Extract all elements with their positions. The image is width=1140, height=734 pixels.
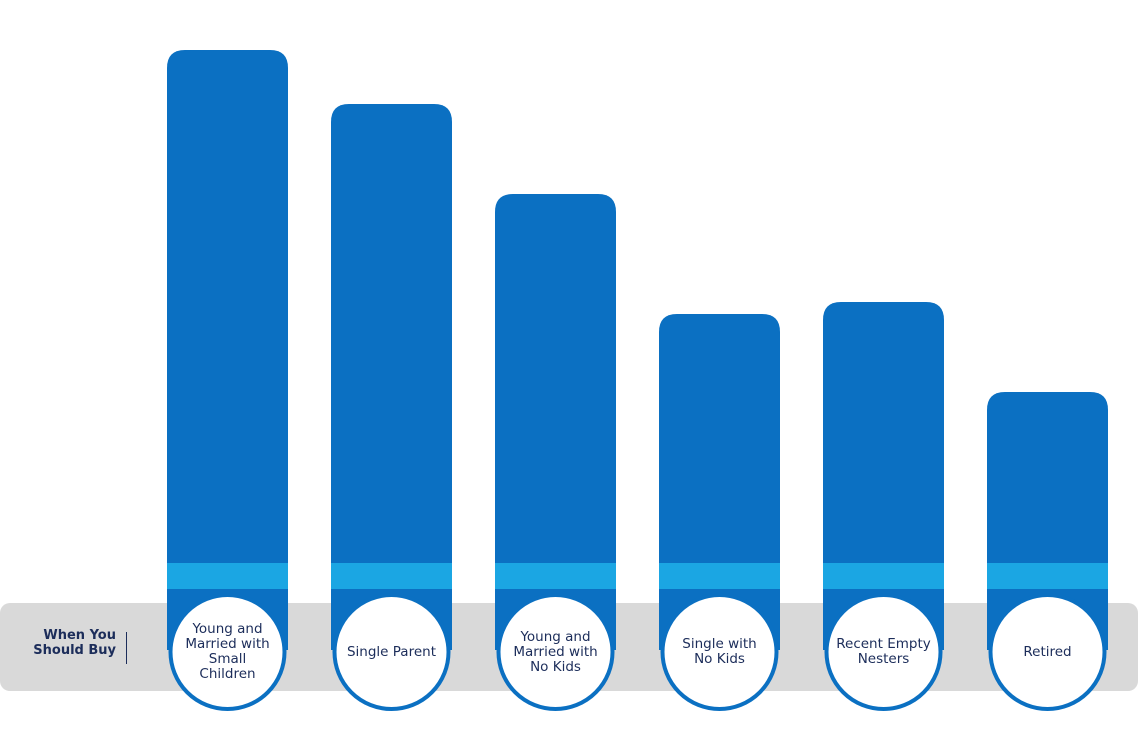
category-label: Single Parent [346, 643, 436, 660]
bar [495, 194, 616, 650]
category-label: Retired [1023, 643, 1072, 660]
category-label: Single with No Kids [682, 636, 757, 667]
category-label: Young and Married with No Kids [513, 628, 598, 675]
label-circle [824, 593, 943, 711]
category-label: Recent Empty Nesters [836, 636, 931, 667]
floor-strip [331, 563, 452, 589]
floor-strip [823, 563, 944, 589]
bar [331, 104, 452, 650]
label-circle [168, 593, 287, 711]
floor-strip [495, 563, 616, 589]
floor-strip [987, 563, 1108, 589]
category-label: Young and Married with Small Children [185, 621, 270, 682]
floor-strip [167, 563, 288, 589]
label-circle [660, 593, 779, 711]
separator [126, 632, 127, 664]
label-circle [988, 593, 1107, 711]
floor-strip [659, 563, 780, 589]
label-circle [496, 593, 615, 711]
label-circle [332, 593, 451, 711]
bar [167, 50, 288, 650]
row-label: When You Should Buy [33, 628, 116, 658]
